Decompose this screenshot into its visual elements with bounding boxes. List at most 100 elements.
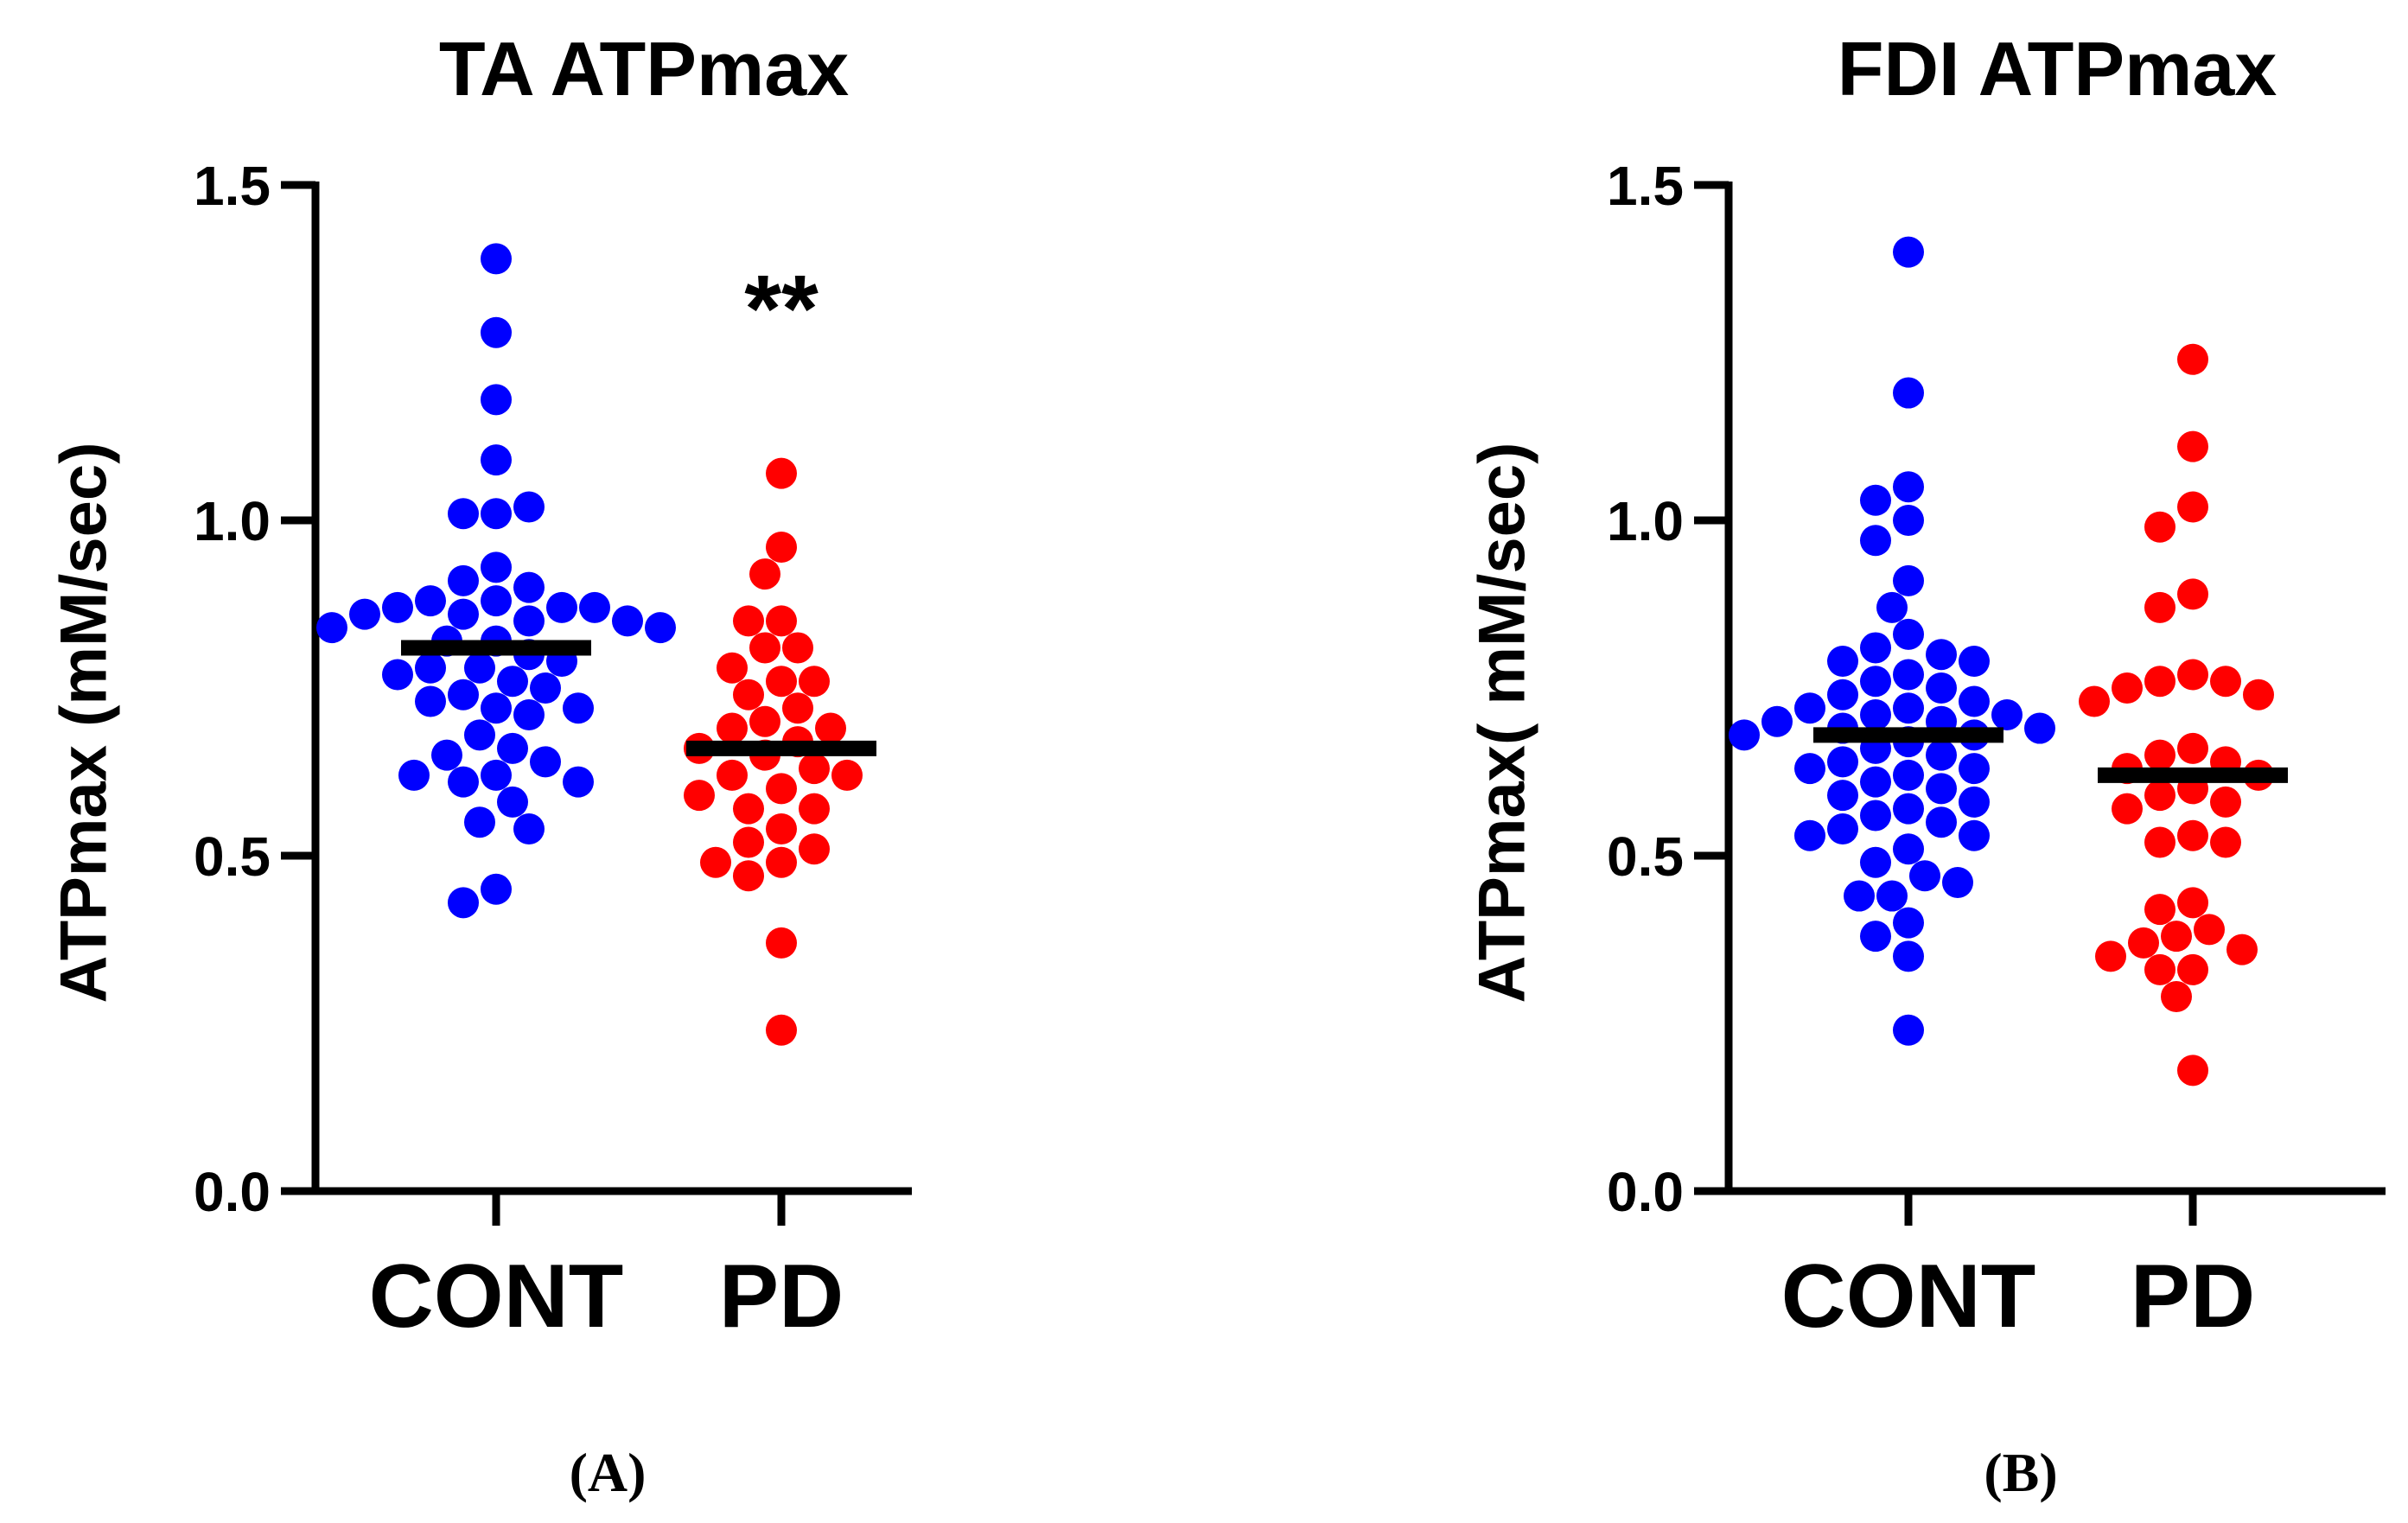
data-point [464, 719, 495, 751]
data-point [1761, 705, 1793, 737]
data-point [1959, 786, 1990, 818]
data-point [815, 712, 846, 744]
data-point [1893, 377, 1924, 409]
data-point [481, 692, 512, 724]
data-point [1794, 753, 1825, 785]
data-point [1909, 860, 1940, 892]
data-point [733, 860, 764, 892]
data-point [2112, 672, 2143, 704]
data-point [799, 793, 830, 825]
y-tick-label: 1.5 [1607, 155, 1684, 217]
data-point [1729, 719, 1760, 751]
data-point [1942, 867, 1973, 899]
data-point [431, 739, 462, 771]
data-point [481, 243, 512, 275]
data-point [1893, 759, 1924, 791]
data-point [2210, 786, 2241, 818]
data-point [481, 551, 512, 583]
data-point [612, 605, 643, 637]
data-point [700, 846, 731, 878]
data-point [513, 605, 545, 637]
data-point [1827, 812, 1858, 844]
data-point [448, 498, 479, 530]
x-tick-label: CONT [1781, 1246, 2036, 1347]
y-tick-label: 0.5 [1607, 825, 1684, 888]
x-tick-label: PD [719, 1246, 844, 1347]
data-point [1860, 766, 1891, 798]
data-point [1991, 699, 2023, 731]
data-point [2177, 1055, 2208, 1086]
data-point [799, 666, 830, 698]
data-point [1860, 846, 1891, 878]
data-point [1860, 484, 1891, 516]
data-point [782, 632, 813, 664]
data-point [2144, 953, 2175, 985]
data-point [415, 585, 446, 617]
data-point [1893, 659, 1924, 691]
data-point [749, 705, 780, 737]
y-tick-label: 1.0 [1607, 490, 1684, 552]
data-point [1959, 685, 1990, 717]
data-point [448, 887, 479, 919]
data-point [1959, 645, 1990, 677]
data-point [513, 699, 545, 731]
data-point [717, 712, 748, 744]
data-point [563, 692, 594, 724]
data-point [481, 759, 512, 791]
data-point [799, 753, 830, 785]
data-point [2177, 659, 2208, 691]
data-point [497, 786, 528, 818]
data-point [579, 591, 610, 623]
data-point [2177, 491, 2208, 523]
data-point [481, 585, 512, 617]
data-point [464, 806, 495, 838]
y-tick-label: 0.0 [1607, 1161, 1684, 1223]
data-point [2177, 953, 2208, 985]
chart-panel-0: TA ATPmax ATPmax (mM/sec) 0.0 0.5 1.0 1.5 CONT… [48, 26, 912, 1503]
y-tick-label: 0.5 [194, 825, 271, 888]
data-point [448, 598, 479, 630]
data-point [1794, 819, 1825, 851]
data-point [1860, 800, 1891, 832]
data-point [717, 759, 748, 791]
data-point [2095, 940, 2126, 972]
data-point [1893, 505, 1924, 536]
data-point [733, 826, 764, 858]
data-point [2144, 826, 2175, 858]
data-point [2177, 578, 2208, 610]
data-point [2177, 343, 2208, 375]
data-point [1926, 773, 1957, 805]
panel-label: (B) [1984, 1442, 2057, 1503]
data-point [2161, 921, 2192, 953]
chart-title: FDI ATPmax [1838, 26, 2277, 112]
data-point [1926, 672, 1957, 704]
x-tick-label: PD [2131, 1246, 2255, 1347]
y-tick-label: 0.0 [194, 1161, 271, 1223]
significance-marker: ** [744, 256, 819, 362]
data-point [2144, 780, 2175, 812]
data-point [530, 746, 561, 778]
data-point [316, 612, 347, 644]
data-point [766, 457, 797, 489]
data-point [766, 927, 797, 959]
data-point [799, 833, 830, 865]
data-point [415, 685, 446, 717]
data-point [2226, 934, 2258, 965]
data-point [2144, 739, 2175, 771]
data-point [2144, 511, 2175, 543]
data-point [782, 692, 813, 724]
data-point [2024, 712, 2055, 744]
data-point [2112, 793, 2143, 825]
data-point [2177, 819, 2208, 851]
data-point [733, 793, 764, 825]
chart-panel-1: FDI ATPmax ATPmax( mM/sec) 0.0 0.5 1.0 1.5 CON… [1466, 26, 2386, 1503]
data-point [831, 759, 863, 791]
data-point [766, 666, 797, 698]
data-point [546, 591, 577, 623]
data-point [1860, 666, 1891, 698]
data-point [2243, 679, 2274, 711]
data-point [481, 316, 512, 348]
data-point [1794, 692, 1825, 724]
data-point [2194, 914, 2225, 946]
